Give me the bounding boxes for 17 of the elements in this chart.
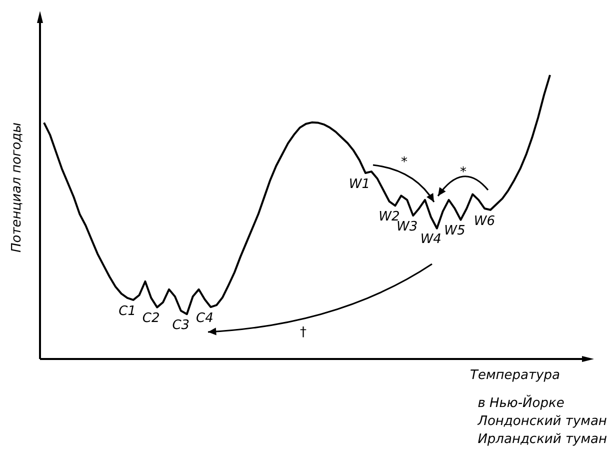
text: в Нью-Йорке (478, 395, 566, 413)
text: Лондонский туман (478, 413, 607, 431)
annotation: W6 (474, 214, 496, 229)
annotation: C1 (118, 304, 136, 319)
annotation: W5 (444, 224, 466, 239)
annotation: * (401, 155, 408, 170)
y-axis-title: Потенциал погоды (10, 122, 24, 254)
annotation: C3 (172, 318, 190, 334)
annotation: * (460, 165, 466, 180)
annotation: C2 (142, 311, 160, 326)
annotation: W4 (420, 232, 442, 248)
annotation: W1 (348, 176, 370, 192)
x-axis-title: Температура (470, 368, 560, 383)
annotation: † (300, 325, 306, 340)
annotation: W3 (396, 219, 418, 234)
annotation: C4 (196, 310, 214, 326)
text: Ирландский туман (478, 431, 607, 449)
